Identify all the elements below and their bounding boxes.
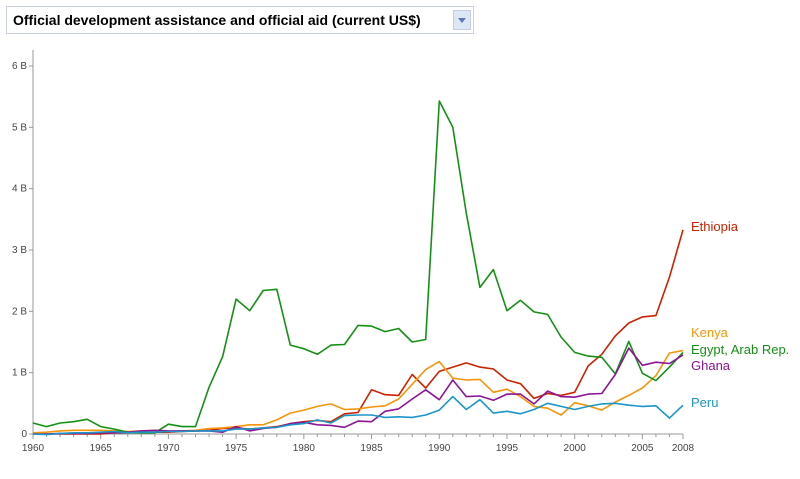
axes: 0 1 B 2 B 3 B 4 B 5 B 6 B 1960 1965 1970 1975 1980 1…	[12, 50, 695, 454]
y-tick-label: 5 B	[12, 122, 27, 133]
series-label: Ethiopia	[691, 219, 739, 234]
x-tick-label: 2008	[672, 443, 695, 454]
chevron-down-icon	[458, 18, 466, 23]
y-tick-label: 6 B	[12, 61, 27, 72]
x-tick-label: 1975	[225, 443, 248, 454]
dropdown-button[interactable]	[453, 10, 471, 30]
x-tick-label: 1965	[90, 443, 113, 454]
series-lines	[32, 100, 684, 436]
y-tick-label: 1 B	[12, 368, 27, 379]
y-tick-label: 0	[21, 429, 27, 440]
x-tick-label: 1995	[496, 443, 519, 454]
series-line-ghana	[33, 347, 684, 435]
x-tick-label: 2000	[564, 443, 587, 454]
series-line-ethiopia	[33, 229, 684, 435]
y-tick-label: 2 B	[12, 306, 27, 317]
series-line-peru	[32, 395, 684, 436]
series-label: Peru	[691, 395, 718, 410]
x-tick-label: 2005	[631, 443, 654, 454]
chart-title: Official development assistance and offi…	[13, 12, 421, 28]
x-tick-label: 1960	[22, 443, 45, 454]
indicator-selector[interactable]: Official development assistance and offi…	[6, 6, 474, 34]
x-tick-label: 1970	[157, 443, 180, 454]
x-tick-label: 1990	[428, 443, 451, 454]
series-labels: Ethiopia Kenya Egypt, Arab Rep.Ghana Peru	[691, 219, 789, 410]
y-tick-label: 3 B	[12, 245, 27, 256]
y-tick-label: 4 B	[12, 184, 27, 195]
series-line-egypt-arab-rep-	[32, 100, 684, 434]
x-tick-label: 1985	[360, 443, 383, 454]
series-label: Egypt, Arab Rep.	[691, 342, 789, 357]
series-label: Ghana	[691, 358, 731, 373]
series-label: Kenya	[691, 325, 729, 340]
x-tick-label: 1980	[293, 443, 316, 454]
